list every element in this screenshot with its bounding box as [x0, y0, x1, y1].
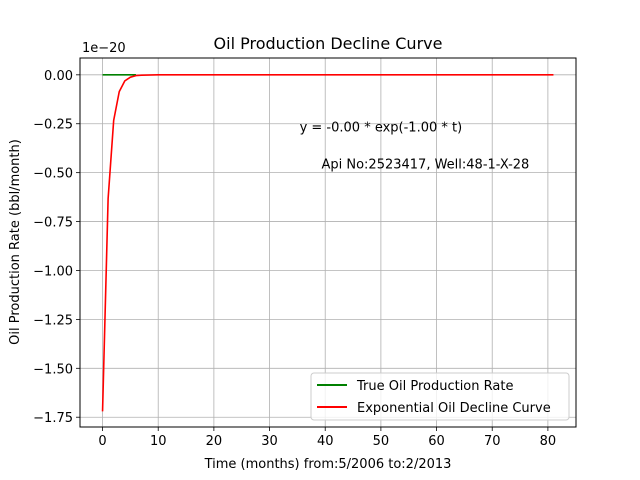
x-axis: 0 10 20 30 40 50 60 70 80 [98, 427, 556, 449]
x-tick-label: 60 [428, 434, 445, 449]
chart-title: Oil Production Decline Curve [214, 34, 443, 53]
annotations: y = -0.00 * exp(-1.00 * t) Api No:2523417… [300, 121, 530, 173]
legend-label-true-rate: True Oil Production Rate [356, 379, 513, 394]
y-tick-label: −1.50 [33, 362, 73, 377]
series-line-1 [101, 74, 554, 412]
y-tick-label: 0.00 [44, 69, 73, 84]
x-axis-label: Time (months) from:5/2006 to:2/2013 [204, 457, 452, 472]
x-tick-label: 50 [373, 434, 390, 449]
legend-box [310, 372, 570, 421]
x-tick-label: 80 [540, 434, 557, 449]
y-tick-label: −0.75 [33, 216, 73, 231]
y-axis-label: Oil Production Rate (bbl/month) [8, 139, 23, 345]
x-tick-label: 10 [150, 434, 167, 449]
x-tick-label: 70 [484, 434, 501, 449]
legend: True Oil Production Rate Exponential Oil… [310, 372, 570, 421]
y-tick-label: −1.25 [33, 313, 73, 328]
y-axis: 0.00 −0.25 −0.50 −0.75 −1.00 −1.25 −1.50 −1.75 [33, 69, 80, 426]
y-tick-label: −1.75 [33, 411, 73, 426]
legend-label-decline-curve: Exponential Oil Decline Curve [357, 401, 551, 416]
x-tick-label: 0 [98, 434, 106, 449]
x-tick-label: 30 [261, 434, 278, 449]
y-offset-label: 1e−20 [82, 41, 126, 56]
y-tick-label: −0.25 [33, 118, 73, 133]
y-tick-label: −0.50 [33, 167, 73, 182]
x-tick-label: 40 [317, 434, 334, 449]
annotation-1: Api No:2523417, Well:48-1-X-28 [321, 158, 529, 173]
plot-frame [79, 57, 577, 428]
y-tick-label: −1.00 [33, 264, 73, 279]
series-layer [101, 74, 554, 412]
x-tick-label: 20 [206, 434, 223, 449]
annotation-0: y = -0.00 * exp(-1.00 * t) [300, 121, 463, 136]
